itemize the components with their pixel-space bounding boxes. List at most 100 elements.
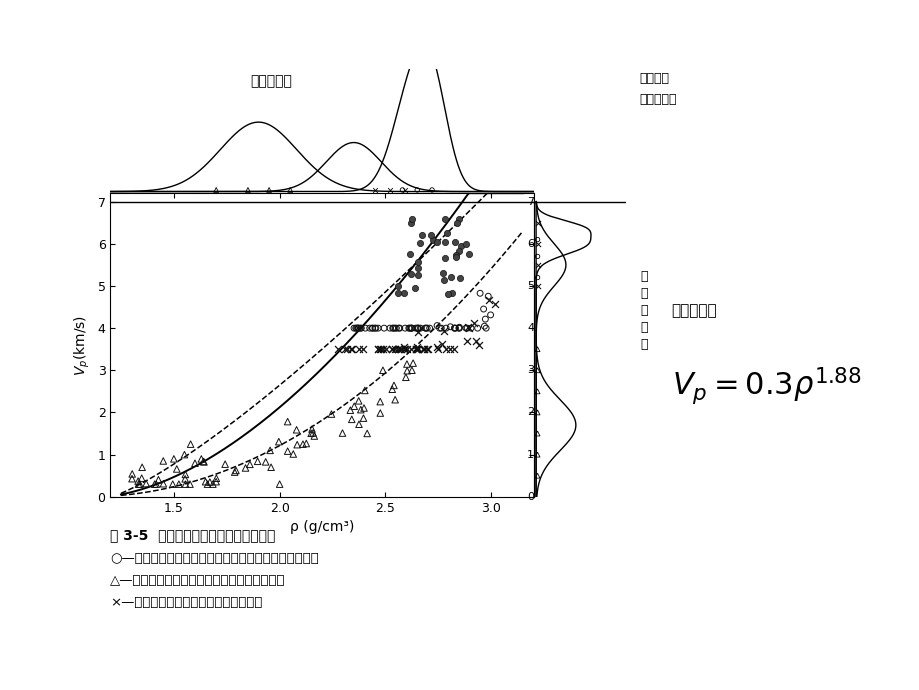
Point [403,218,417,229]
Point [378,344,392,355]
Point [209,184,223,195]
Point [442,344,457,355]
Point [386,323,401,334]
Point [368,184,382,195]
Text: ○—岩浆岩（花岗岩、安山岩、石英斑岩、流纹岩等）；: ○—岩浆岩（花岗岩、安山岩、石英斑岩、流纹岩等）； [110,552,319,565]
Point [451,213,466,224]
Text: 密度分布图: 密度分布图 [250,74,292,88]
Point [283,184,298,195]
Point [429,320,444,331]
Point [452,273,467,284]
Point [368,323,382,334]
Point [398,344,413,355]
Point [289,439,304,450]
Point [529,470,544,481]
Point [472,288,487,299]
Point [125,469,140,480]
Point [429,342,444,353]
Point [437,253,452,264]
Point [135,462,150,473]
Point [372,408,387,419]
Point [156,478,171,489]
Point [369,323,383,334]
Text: $\mathit{V_p=0.3\rho^{1.88}}$: $\mathit{V_p=0.3\rho^{1.88}}$ [671,366,860,407]
Point [436,268,450,279]
Point [263,445,278,456]
Point [218,459,233,470]
Point [372,396,387,407]
Point [411,326,425,337]
Point [209,476,223,487]
Point [451,246,466,257]
Text: 图: 图 [640,339,647,351]
Point [459,335,473,346]
Point [178,479,193,490]
Point [343,404,357,415]
Point [165,479,180,490]
Point [398,372,413,383]
Point [409,344,424,355]
Point [176,449,192,460]
Point [351,419,366,430]
Point [386,380,401,391]
Text: 或其百分比: 或其百分比 [639,93,676,106]
Point [349,323,364,334]
Point [194,453,209,464]
Point [147,479,162,490]
Point [411,323,425,334]
Text: 试验数值: 试验数值 [639,72,669,86]
Point [304,424,319,435]
Point [359,428,374,439]
Text: 4: 4 [527,323,534,333]
Point [396,342,411,353]
Point [370,344,385,355]
Point [404,214,419,225]
Point [401,323,415,334]
Point [166,453,181,464]
Point [387,323,402,334]
Point [131,479,146,490]
Point [344,344,358,355]
Point [365,323,380,334]
Point [205,479,220,490]
Point [375,365,390,376]
Point [370,323,385,334]
Text: 0: 0 [527,492,534,502]
Point [459,323,473,334]
Point [529,386,544,397]
Point [243,459,257,470]
Point [437,214,451,225]
Point [385,323,400,334]
Point [403,268,417,279]
Text: 1: 1 [527,450,534,460]
Point [402,248,416,259]
Point [418,323,433,334]
Point [438,344,453,355]
Point [344,414,358,425]
Point [389,323,403,334]
Point [410,342,425,353]
Point [280,446,295,457]
Point [420,344,435,355]
Point [439,228,454,239]
Y-axis label: $V_p$(km/s): $V_p$(km/s) [73,315,92,375]
Point [437,325,451,336]
Point [408,344,423,355]
Point [356,413,370,424]
Point [346,323,361,334]
Point [405,357,420,368]
Point [228,465,243,476]
Point [410,323,425,334]
Point [443,272,458,283]
Point [482,309,497,320]
Point [337,344,352,355]
Point [440,288,455,299]
Point [392,323,407,334]
Point [202,477,217,488]
Point [448,250,463,261]
Point [451,322,466,333]
Point [407,283,422,294]
Point [151,474,165,485]
Point [130,475,145,486]
Point [410,323,425,334]
